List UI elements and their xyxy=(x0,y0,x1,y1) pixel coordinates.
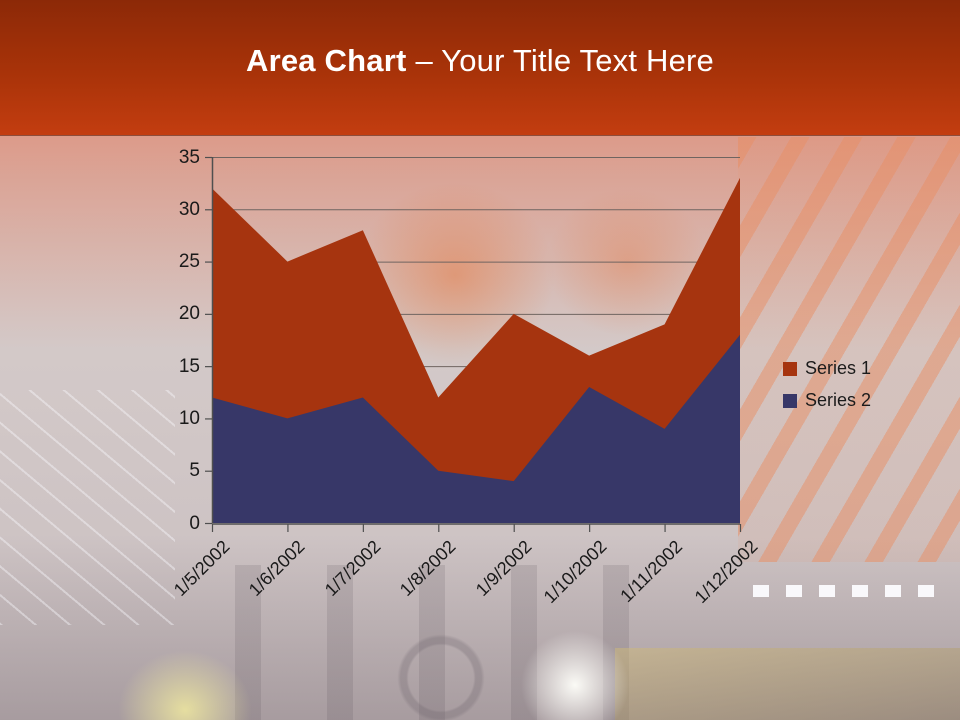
legend-item-series-1: Series 1 xyxy=(783,358,871,379)
title-banner: Area Chart – Your Title Text Here xyxy=(0,0,960,135)
chart-legend: Series 1 Series 2 xyxy=(783,358,871,422)
series-2-area xyxy=(212,334,740,523)
y-axis-label: 30 xyxy=(178,198,200,220)
y-axis-label: 35 xyxy=(178,146,200,168)
legend-label: Series 2 xyxy=(805,390,872,410)
title-rest-text: – Your Title Text Here xyxy=(415,43,714,78)
y-axis-label: 0 xyxy=(189,512,200,534)
y-axis-label: 10 xyxy=(178,407,200,429)
title-bold-text: Area Chart xyxy=(245,43,407,78)
legend-swatch-icon xyxy=(783,361,797,376)
y-axis-label: 25 xyxy=(178,251,200,273)
axes xyxy=(205,156,742,532)
y-axis-label: 20 xyxy=(178,303,200,325)
area-series xyxy=(212,177,740,523)
legend-label: Series 1 xyxy=(805,358,872,378)
legend-item-series-2: Series 2 xyxy=(783,390,871,411)
legend-swatch-icon xyxy=(783,393,797,408)
y-axis-label: 5 xyxy=(189,460,200,482)
slide-title: Area Chart – Your Title Text Here xyxy=(0,42,960,79)
y-axis-label: 15 xyxy=(178,355,200,377)
